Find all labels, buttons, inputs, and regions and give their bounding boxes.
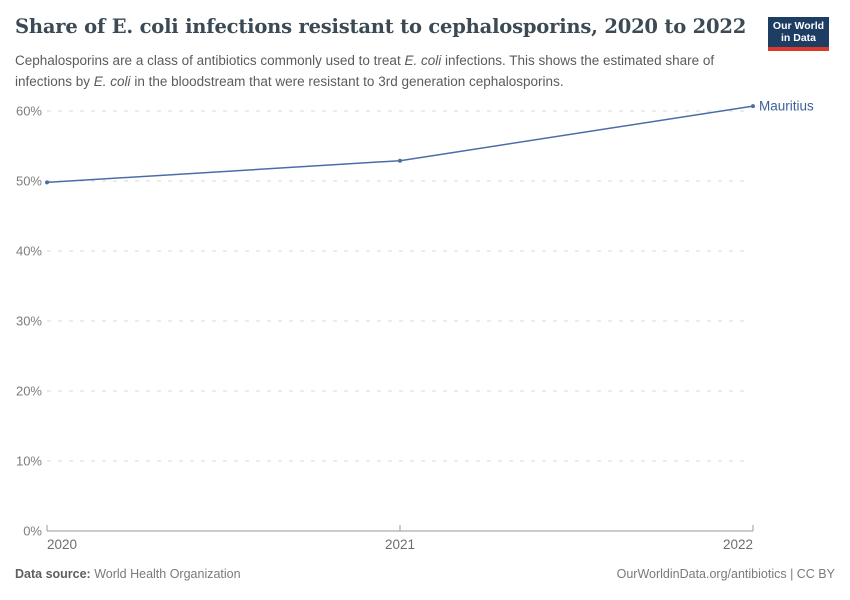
- y-tick-label: 10%: [16, 454, 42, 469]
- page-title: Share of E. coli infections resistant to…: [15, 15, 747, 38]
- subtitle-text: E. coli: [93, 74, 131, 89]
- data-point[interactable]: [45, 180, 49, 185]
- gridlines: 0% 10% 20% 30% 40% 50% 60%: [16, 104, 750, 539]
- data-source: Data source: World Health Organization: [15, 567, 241, 581]
- axes: 2020 2021 2022: [46, 525, 754, 552]
- x-tick-label: 2020: [47, 537, 77, 552]
- y-tick-label: 50%: [16, 174, 42, 189]
- y-tick-label: 60%: [16, 104, 42, 119]
- data-point[interactable]: [398, 158, 402, 163]
- owid-logo[interactable]: Our World in Data: [768, 17, 829, 51]
- subtitle-text: Cephalosporins are a class of antibiotic…: [15, 53, 405, 68]
- y-tick-label: 30%: [16, 314, 42, 329]
- owid-logo-text: Our World in Data: [772, 20, 825, 44]
- y-tick-label: 40%: [16, 244, 42, 259]
- data-source-label: Data source:: [15, 567, 91, 581]
- subtitle-text: E. coli: [404, 53, 442, 68]
- x-tick-label: 2021: [385, 537, 415, 552]
- data-series[interactable]: Mauritius: [45, 99, 814, 185]
- y-tick-label: 0%: [23, 524, 42, 539]
- data-point[interactable]: [751, 104, 755, 109]
- subtitle-text: infections. This shows the estimated sha…: [15, 53, 715, 89]
- series-label-mauritius[interactable]: Mauritius: [759, 99, 814, 114]
- series-line-mauritius[interactable]: [46, 105, 754, 184]
- y-tick-label: 20%: [16, 384, 42, 399]
- chart-subtitle: Cephalosporins are a class of antibiotic…: [15, 50, 760, 92]
- x-tick-label: 2022: [723, 537, 753, 552]
- attribution-link[interactable]: OurWorldinData.org/antibiotics | CC BY: [616, 567, 835, 581]
- subtitle-text: in the bloodstream that were resistant t…: [130, 74, 564, 89]
- footer: Data source: World Health Organization O…: [15, 567, 835, 581]
